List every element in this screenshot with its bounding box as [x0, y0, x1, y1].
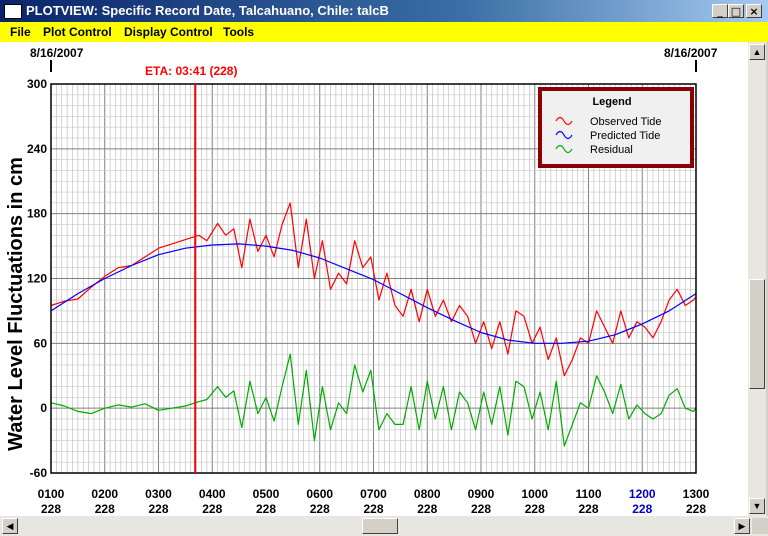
menu-file[interactable]: File	[10, 25, 31, 39]
x-tick-day: 228	[363, 502, 383, 516]
legend-entry: Observed Tide	[590, 116, 662, 128]
x-tick-day: 228	[310, 502, 330, 516]
residual-line	[50, 353, 697, 447]
x-tick-time: 0800	[414, 487, 441, 501]
x-tick-day: 228	[256, 502, 276, 516]
menu-tools[interactable]: Tools	[223, 25, 255, 39]
scroll-left-button[interactable]: ◀	[2, 518, 18, 534]
legend-title: Legend	[592, 96, 631, 108]
y-tick-label: 180	[27, 207, 47, 221]
x-tick-day: 228	[578, 502, 598, 516]
x-tick-day: 228	[202, 502, 222, 516]
resize-grip[interactable]	[752, 518, 768, 534]
x-tick-day: 228	[632, 502, 652, 516]
legend-entry: Residual	[590, 144, 633, 156]
x-tick-day: 228	[471, 502, 491, 516]
legend-swatch	[555, 144, 573, 154]
vertical-scroll-thumb[interactable]	[749, 279, 765, 389]
x-tick-day: 228	[417, 502, 437, 516]
x-tick-time: 1000	[521, 487, 548, 501]
legend-swatch	[555, 116, 573, 126]
x-tick-time: 0100	[38, 487, 65, 501]
y-tick-label: 0	[40, 401, 47, 415]
x-tick-day: 228	[95, 502, 115, 516]
x-tick-time: 0600	[306, 487, 333, 501]
horizontal-scrollbar[interactable]: ◀ ▶	[0, 516, 768, 536]
x-tick-time: 0500	[253, 487, 280, 501]
horizontal-scroll-thumb[interactable]	[362, 518, 398, 534]
x-tick-day: 228	[686, 502, 706, 516]
eta-label: ETA: 03:41 (228)	[145, 64, 237, 78]
maximize-button[interactable]: □	[728, 4, 744, 18]
x-tick-time: 1200	[629, 487, 656, 501]
x-tick-day: 228	[148, 502, 168, 516]
scroll-right-button[interactable]: ▶	[734, 518, 750, 534]
plot-area: ETA: 03:41 (228) 8/16/2007 8/16/2007 Wat…	[0, 42, 750, 516]
legend-swatch	[555, 130, 573, 140]
x-tick-time: 1100	[575, 487, 601, 501]
x-tick-time: 1300	[683, 487, 710, 501]
start-date-label: 8/16/2007	[30, 46, 84, 60]
close-button[interactable]: ×	[746, 4, 762, 18]
x-tick-time: 0700	[360, 487, 387, 501]
y-tick-label: -60	[30, 466, 48, 480]
scroll-up-button[interactable]: ▲	[749, 44, 765, 60]
scroll-down-button[interactable]: ▼	[749, 498, 765, 514]
predicted-tide-line	[50, 243, 697, 344]
title-bar: PLOTVIEW: Specific Record Date, Talcahua…	[0, 0, 768, 22]
app-icon[interactable]	[4, 4, 22, 19]
minimize-button[interactable]: _	[712, 4, 728, 18]
x-tick-time: 0300	[145, 487, 172, 501]
menu-display-control[interactable]: Display Control	[124, 25, 213, 39]
x-tick-time: 0200	[91, 487, 118, 501]
vertical-scrollbar[interactable]: ▲ ▼	[748, 42, 766, 516]
y-tick-label: 60	[34, 336, 48, 350]
y-axis-label: Water Level Fluctuations in cm	[5, 157, 27, 451]
legend-entry: Predicted Tide	[590, 130, 660, 142]
x-tick-day: 228	[525, 502, 545, 516]
x-tick-time: 0400	[199, 487, 226, 501]
y-tick-label: 120	[27, 272, 47, 286]
menu-bar: File Plot Control Display Control Tools	[0, 22, 768, 42]
y-tick-label: 240	[27, 142, 47, 156]
observed-tide-line	[50, 202, 697, 377]
x-tick-time: 0900	[468, 487, 495, 501]
tide-chart: ETA: 03:41 (228) 8/16/2007 8/16/2007 Wat…	[0, 42, 750, 516]
menu-plot-control[interactable]: Plot Control	[43, 25, 112, 39]
x-tick-day: 228	[41, 502, 61, 516]
end-date-label: 8/16/2007	[664, 46, 718, 60]
legend: Legend Observed Tide Predicted Tide Residu…	[538, 87, 694, 168]
y-tick-label: 300	[27, 77, 47, 91]
legend-box	[538, 87, 694, 168]
window-title: PLOTVIEW: Specific Record Date, Talcahua…	[26, 3, 389, 18]
